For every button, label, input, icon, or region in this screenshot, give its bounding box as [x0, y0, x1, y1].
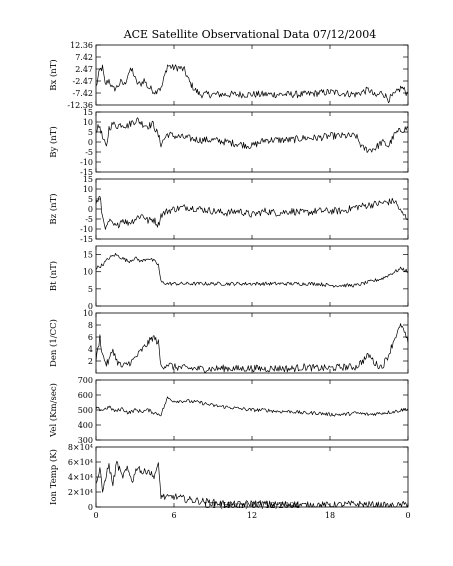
- y-axis-label: By (nT): [48, 126, 59, 158]
- y-tick-label: 7.42: [75, 53, 93, 62]
- y-tick-label: 8×10⁴: [68, 443, 93, 452]
- y-axis-label: Den (1/CC): [48, 319, 59, 367]
- x-tick-label: 12: [247, 511, 257, 520]
- y-tick-label: 2×10⁴: [68, 488, 93, 497]
- y-tick-label: 0: [88, 205, 93, 214]
- y-tick-label: 600: [78, 391, 93, 400]
- y-tick-label: -2.47: [72, 77, 93, 86]
- y-tick-label: 400: [78, 421, 93, 430]
- y-tick-label: 4×10⁴: [68, 473, 93, 482]
- y-tick-label: 2: [88, 357, 93, 366]
- y-tick-label: -15: [80, 168, 93, 177]
- panel-frame: [95, 245, 409, 307]
- y-tick-label: 700: [78, 376, 93, 385]
- y-tick-label: 0: [88, 503, 93, 512]
- y-tick-label: 5: [88, 195, 93, 204]
- y-tick-label: 15: [83, 175, 93, 184]
- y-tick-label: -5: [85, 215, 93, 224]
- y-tick-label: 6: [88, 333, 93, 342]
- y-axis-label: Ion Temp (K): [48, 449, 59, 505]
- x-tick-label: 0: [93, 511, 98, 520]
- series-line-bz: [95, 195, 409, 230]
- panel-vel: 700 600 500 400 300 Vel (Km/sec): [48, 376, 409, 445]
- x-tick-label: 0: [405, 511, 410, 520]
- y-tick-label: 5: [88, 285, 93, 294]
- series-line-bx: [95, 64, 409, 104]
- panel-frame: [95, 379, 409, 441]
- y-tick-label: 15: [83, 108, 93, 117]
- x-axis-title: UT (Hour) 07/12/2004: [204, 500, 300, 511]
- y-tick-label: 15: [83, 251, 93, 260]
- y-tick-label: 500: [78, 406, 93, 415]
- y-tick-label: 10: [83, 185, 93, 194]
- chart-title: ACE Satellite Observational Data 07/12/2…: [123, 28, 377, 41]
- y-tick-label: 10: [83, 118, 93, 127]
- y-tick-label: 0: [88, 138, 93, 147]
- y-tick-label: -5: [85, 148, 93, 157]
- panel-ion-temp: 8×10⁴ 6×10⁴ 4×10⁴ 2×10⁴ 0 Ion Temp (K) 0 6 12 18 0: [48, 443, 411, 520]
- series-line-ion-temp: [95, 461, 409, 508]
- series-line-vel: [95, 396, 409, 417]
- y-tick-label: -10: [80, 225, 93, 234]
- y-axis-label: Bx (nT): [48, 59, 59, 91]
- y-tick-label: 12.36: [70, 41, 93, 50]
- y-tick-label: 8: [88, 321, 93, 330]
- y-tick-label: 300: [78, 436, 93, 445]
- panel-bt: 15 10 5 0 Bt (nT): [48, 245, 409, 311]
- series-line-den: [95, 323, 409, 373]
- y-tick-label: 5: [88, 128, 93, 137]
- panel-frame: [95, 178, 409, 240]
- y-tick-label: -10: [80, 158, 93, 167]
- series-line-by: [95, 117, 409, 153]
- y-tick-label: -15: [80, 235, 93, 244]
- x-tick-label: 18: [325, 511, 335, 520]
- y-tick-label: 10: [83, 268, 93, 277]
- panel-frame: [95, 446, 409, 508]
- y-tick-label: 4: [88, 345, 93, 354]
- series-line-bt: [95, 252, 409, 288]
- panel-frame: [95, 111, 409, 173]
- panel-bx: 12.36 7.42 2.47 -2.47 -7.42 -12.36 Bx (nT): [48, 41, 409, 110]
- x-tick-label: 6: [171, 511, 176, 520]
- y-tick-label: 0: [88, 302, 93, 311]
- y-axis-label: Bz (nT): [48, 193, 59, 224]
- y-tick-label: -12.36: [67, 101, 93, 110]
- panel-den: 10 8 6 4 2 Den (1/CC): [48, 309, 409, 374]
- y-tick-label: 10: [83, 309, 93, 318]
- y-axis-label: Vel (Km/sec): [48, 383, 59, 438]
- y-axis-label: Bt (nT): [48, 261, 59, 291]
- y-tick-label: 2.47: [75, 65, 93, 74]
- y-tick-label: -7.42: [72, 89, 93, 98]
- y-tick-label: 6×10⁴: [68, 458, 93, 467]
